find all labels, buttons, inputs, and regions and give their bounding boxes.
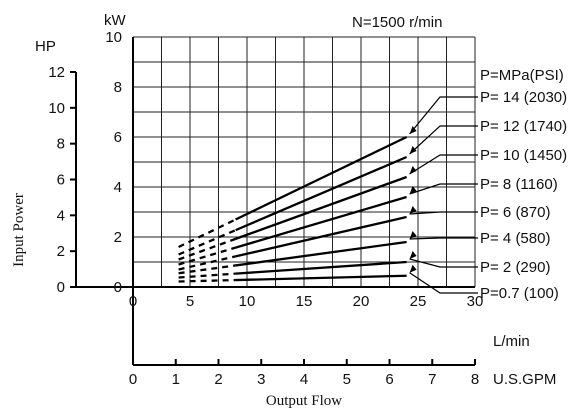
series-line	[235, 260, 407, 275]
series-line	[235, 240, 407, 267]
y-tick-hp: 10	[48, 100, 65, 117]
x-tick-lmin: 25	[410, 293, 427, 310]
x-tick-gpm: 3	[257, 371, 265, 388]
series-line	[235, 215, 407, 258]
x-tick-lmin: 15	[296, 293, 313, 310]
legend-leader	[409, 272, 478, 294]
series-dashed-segment	[178, 246, 236, 266]
series-dashed-segment	[178, 272, 236, 279]
x-axis-label: Output Flow	[266, 393, 342, 409]
legend-arrowhead	[409, 251, 417, 259]
series-dashed-segment	[178, 237, 236, 261]
y-tick-kw: 6	[114, 129, 122, 146]
y-unit-kw: kW	[104, 12, 127, 29]
legend-arrowhead	[409, 186, 417, 194]
legend-arrowhead	[409, 126, 417, 134]
y-tick-kw: 10	[105, 29, 122, 46]
x-tick-gpm: 1	[172, 371, 180, 388]
y-tick-kw: 8	[114, 79, 122, 96]
legend-entry: P=0.7 (100)	[480, 285, 559, 302]
y-axis-label: Input Power	[11, 193, 27, 267]
series-lines	[178, 135, 408, 283]
legend-entry: P= 12 (1740)	[480, 118, 567, 135]
legend-leader	[409, 258, 478, 268]
legend-arrowhead	[409, 166, 417, 174]
series-dashed-segment	[178, 278, 236, 283]
legend-entry: P= 4 (580)	[480, 230, 550, 247]
legend-entry: P= 8 (1160)	[480, 176, 558, 193]
x-tick-gpm: 4	[300, 371, 308, 388]
grid	[133, 36, 476, 287]
x-tick-gpm: 7	[428, 371, 436, 388]
legend-entry: P= 6 (870)	[480, 204, 550, 221]
axes	[70, 37, 476, 366]
series-dashed-segment	[178, 218, 237, 249]
series-line	[235, 155, 408, 232]
series-dashed-segment	[178, 264, 236, 275]
y-tick-hp: 2	[57, 243, 65, 260]
x-tick-lmin: 10	[239, 293, 256, 310]
legend-entry: P= 10 (1450)	[480, 147, 567, 164]
y-tick-hp: 6	[57, 172, 65, 189]
x-tick-lmin: 5	[186, 293, 194, 310]
legend-leader	[409, 237, 478, 240]
y-tick-hp: 0	[57, 279, 65, 296]
series-dashed-segment	[178, 255, 236, 271]
x-unit-gpm: U.S.GPM	[493, 371, 556, 388]
x-tick-lmin: 0	[129, 293, 137, 310]
x-tick-gpm: 0	[129, 371, 137, 388]
y-tick-hp: 12	[48, 64, 65, 81]
chart-labels: N=1500 r/min kW HP Input Power L/min U.S…	[11, 12, 564, 409]
legend-leader	[409, 183, 478, 195]
legend-leaders	[409, 96, 478, 294]
legend-header: P=MPa(PSI)	[480, 67, 564, 84]
legend-leader	[409, 211, 478, 215]
y-tick-kw: 2	[114, 229, 122, 246]
series-line	[235, 195, 407, 249]
x-tick-lmin: 30	[467, 293, 484, 310]
y-tick-kw: 0	[114, 279, 122, 296]
y-tick-hp: 4	[57, 207, 65, 224]
legend-leader	[409, 154, 478, 175]
x-tick-gpm: 5	[343, 371, 351, 388]
legend-entry: P= 2 (290)	[480, 259, 550, 276]
legend-arrowhead	[409, 146, 417, 154]
series-line	[235, 135, 408, 221]
legend-arrowhead	[409, 231, 417, 239]
legend-leader	[409, 96, 478, 135]
legend-arrowhead	[409, 264, 417, 273]
y-unit-hp: HP	[35, 38, 56, 55]
x-tick-gpm: 2	[214, 371, 222, 388]
series-dashed-segment	[178, 229, 237, 256]
legend-arrowhead	[409, 206, 417, 214]
series-line	[235, 274, 407, 282]
y-tick-kw: 4	[114, 179, 122, 196]
x-tick-lmin: 20	[353, 293, 370, 310]
legend-leader	[409, 125, 478, 155]
legend-entry: P= 14 (2030)	[480, 89, 567, 106]
series-line	[235, 175, 407, 240]
x-tick-gpm: 8	[471, 371, 479, 388]
y-tick-hp: 8	[57, 136, 65, 153]
x-unit-lmin: L/min	[493, 333, 530, 350]
x-tick-gpm: 6	[385, 371, 393, 388]
chart-title: N=1500 r/min	[352, 14, 442, 31]
